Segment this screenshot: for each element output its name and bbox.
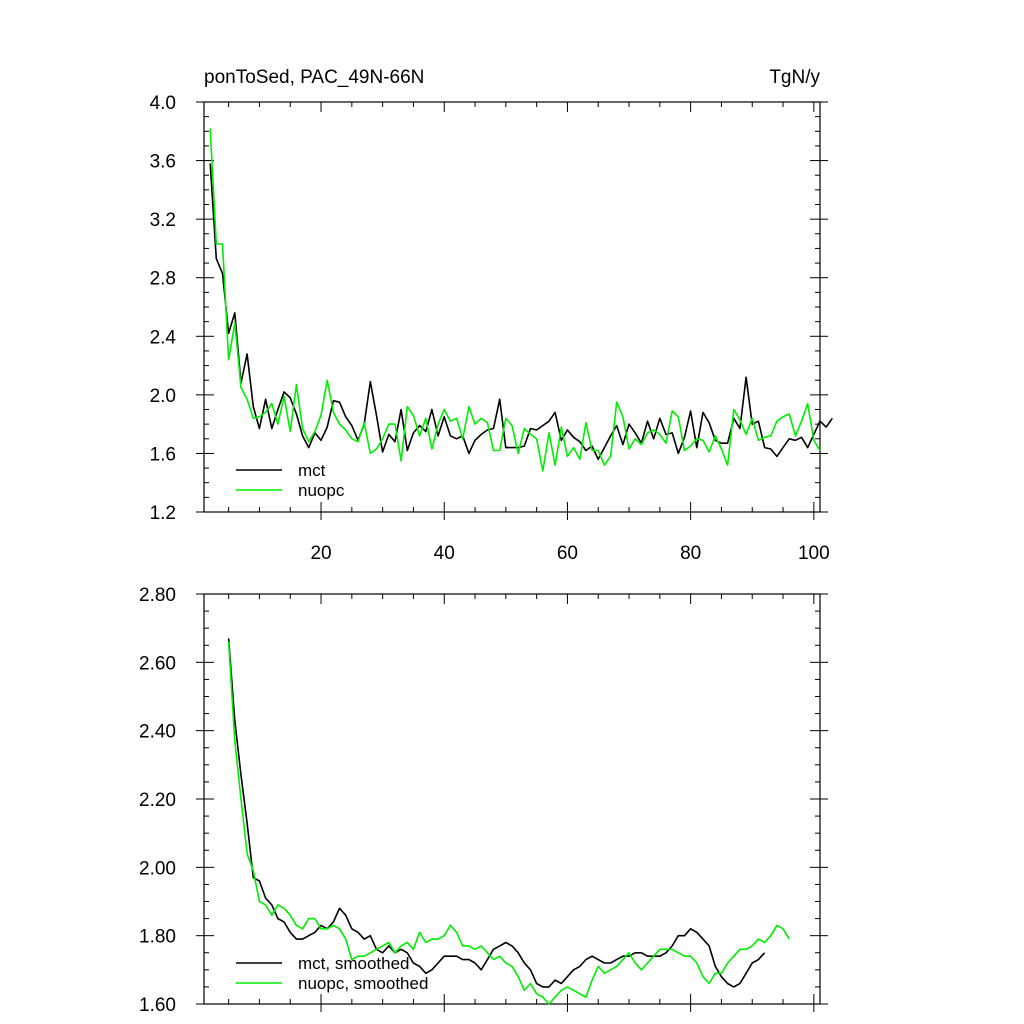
x-tick-label: 40: [434, 543, 455, 564]
y-tick-label: 2.80: [139, 585, 176, 606]
series-line-mct: [209, 163, 833, 461]
chart-title: ponToSed, PAC_49N-66N: [204, 67, 424, 88]
y-tick-label: 1.2: [150, 503, 176, 524]
y-tick-label: 2.0: [150, 386, 176, 407]
units-label: TgN/y: [769, 67, 820, 88]
x-tick-label: 20: [310, 543, 331, 564]
plot-frame: [203, 593, 821, 1005]
y-tick-label: 3.2: [150, 210, 176, 231]
y-tick-label: 1.60: [139, 995, 176, 1016]
y-tick-label: 2.8: [150, 269, 176, 290]
y-tick-label: 2.20: [139, 790, 176, 811]
top-panel: ponToSed, PAC_49N-66N TgN/y 20 40 60 80 100 1…: [150, 67, 833, 564]
series-line-nuopc: [227, 641, 790, 1005]
y-tick-label: 2.60: [139, 653, 176, 674]
y-tick-label: 1.6: [150, 444, 176, 465]
x-tick-label: 80: [680, 543, 701, 564]
legend-label: mct: [298, 461, 326, 480]
legend-label: nuopc: [298, 481, 345, 500]
y-tick-label: 2.00: [139, 858, 176, 879]
x-tick-label: 100: [798, 543, 830, 564]
bottom-panel: 1.60 1.80 2.00 2.20 2.40 2.60 2.80 mct, smoothe…: [139, 585, 828, 1016]
y-tick-label: 4.0: [150, 93, 176, 114]
legend-label: mct, smoothed: [298, 954, 410, 973]
series-line-mct: [227, 638, 766, 988]
legend-label: nuopc, smoothed: [298, 974, 428, 993]
top-plot-area: 20 40 60 80 100 1.2 1.6 2.0 2.4 2.8 3.2 3.6 4.0 mctnu…: [150, 93, 833, 564]
y-tick-label: 1.80: [139, 927, 176, 948]
plot-frame: [203, 101, 821, 513]
y-tick-label: 2.40: [139, 722, 176, 743]
y-tick-label: 3.6: [150, 152, 176, 173]
x-tick-label: 60: [557, 543, 578, 564]
bottom-plot-area: 1.60 1.80 2.00 2.20 2.40 2.60 2.80 mct, smoothe…: [139, 585, 828, 1016]
series-line-nuopc: [209, 128, 821, 472]
y-tick-label: 2.4: [150, 327, 177, 348]
